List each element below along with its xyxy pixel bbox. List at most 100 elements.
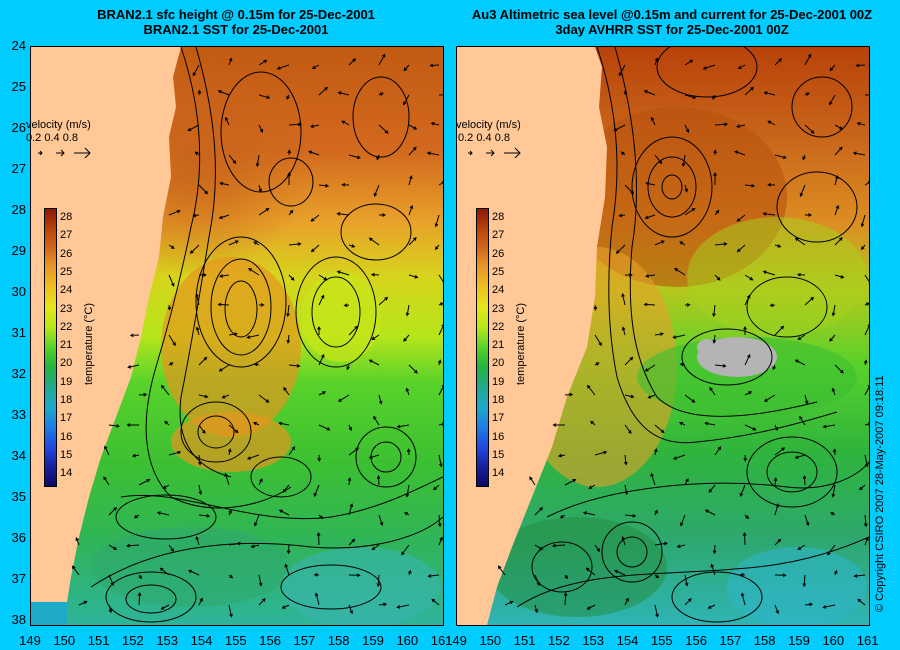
current-vector	[138, 574, 143, 580]
right-velocity-legend-title: velocity (m/s)	[456, 119, 521, 131]
current-vector	[618, 213, 626, 218]
current-vector	[739, 573, 746, 577]
current-vector	[654, 509, 658, 516]
current-vector	[258, 303, 265, 307]
current-vector	[318, 294, 325, 306]
current-vector	[310, 244, 320, 253]
current-vector	[624, 184, 635, 195]
lon-tick-label: 161	[856, 633, 879, 648]
current-vector	[681, 154, 686, 168]
current-vector	[378, 53, 386, 66]
current-vector	[860, 244, 866, 251]
colorbar-tick-label: 26	[492, 247, 505, 260]
colorbar-tick-label: 20	[492, 357, 505, 370]
current-vector	[624, 597, 629, 606]
current-vector	[401, 544, 410, 556]
current-vector	[318, 353, 325, 366]
current-vector	[159, 567, 170, 576]
lon-tick-label: 153	[582, 633, 605, 648]
current-vector	[762, 212, 776, 216]
current-vector	[318, 183, 330, 188]
colorbar-tick-label: 15	[60, 448, 73, 461]
current-vector	[774, 244, 782, 248]
current-vector	[623, 454, 628, 466]
current-vector	[831, 387, 836, 396]
lat-tick-label: 32	[11, 366, 26, 381]
current-vector	[794, 359, 806, 366]
current-vector	[794, 237, 806, 246]
lon-tick-label: 150	[53, 633, 76, 648]
current-vector	[684, 124, 690, 133]
current-vector	[318, 86, 328, 96]
current-vector	[108, 506, 118, 516]
current-vector	[794, 454, 806, 459]
current-vector	[228, 332, 239, 336]
current-vector	[197, 89, 202, 96]
current-vector	[833, 569, 838, 576]
current-vector	[643, 302, 656, 307]
current-vector	[108, 604, 113, 614]
current-vector	[407, 569, 412, 576]
current-vector	[258, 94, 271, 99]
lon-tick-label: 149	[445, 633, 467, 648]
current-vector	[708, 484, 716, 493]
current-vector	[438, 94, 443, 96]
current-vector	[684, 574, 689, 587]
current-vector	[198, 484, 203, 496]
current-vector	[504, 600, 514, 606]
current-vector	[378, 296, 389, 306]
current-vector	[767, 182, 776, 187]
current-vector	[829, 94, 836, 106]
current-vector	[133, 514, 140, 519]
current-vector	[129, 333, 140, 338]
colorbar-tick-label: 25	[60, 265, 73, 278]
lat-tick-label: 25	[11, 79, 26, 94]
current-vector	[645, 181, 656, 186]
current-vector	[744, 514, 750, 520]
current-vector	[318, 424, 331, 431]
lon-tick-label: 151	[513, 633, 536, 648]
current-vector	[853, 574, 866, 578]
current-vector	[286, 304, 290, 318]
current-vector	[737, 64, 746, 69]
current-vector	[714, 209, 720, 216]
current-vector	[378, 394, 383, 405]
current-vector	[829, 64, 836, 72]
current-vector	[534, 506, 544, 516]
current-vector	[258, 598, 266, 606]
current-vector	[769, 303, 776, 308]
current-vector	[804, 124, 815, 134]
current-vector	[774, 58, 783, 66]
current-vector	[643, 90, 656, 96]
current-vector	[228, 604, 233, 618]
lon-tick-label: 160	[396, 633, 419, 648]
current-vector	[192, 64, 200, 77]
current-vector	[744, 353, 751, 366]
current-vector	[438, 324, 443, 336]
current-vector	[744, 86, 754, 96]
current-vector	[371, 544, 380, 550]
current-vector	[228, 240, 239, 246]
current-vector	[224, 472, 230, 486]
current-vector	[744, 274, 754, 281]
lat-tick-label: 27	[11, 161, 26, 176]
current-vector	[138, 392, 148, 397]
current-vector	[684, 394, 696, 403]
current-vector	[594, 362, 600, 366]
current-vector	[408, 274, 419, 279]
current-vector	[679, 362, 686, 367]
current-vector	[654, 154, 663, 165]
current-vector	[336, 212, 350, 216]
current-vector	[318, 514, 324, 520]
current-vector	[774, 424, 779, 432]
current-vector	[313, 573, 320, 577]
current-vector	[654, 574, 660, 579]
current-vector	[684, 208, 696, 216]
current-vector	[438, 302, 443, 306]
current-vector	[198, 273, 207, 277]
current-vector	[654, 240, 665, 246]
current-vector	[188, 569, 200, 576]
current-vector	[228, 424, 239, 434]
current-vector	[108, 574, 115, 587]
current-vector	[195, 535, 200, 546]
